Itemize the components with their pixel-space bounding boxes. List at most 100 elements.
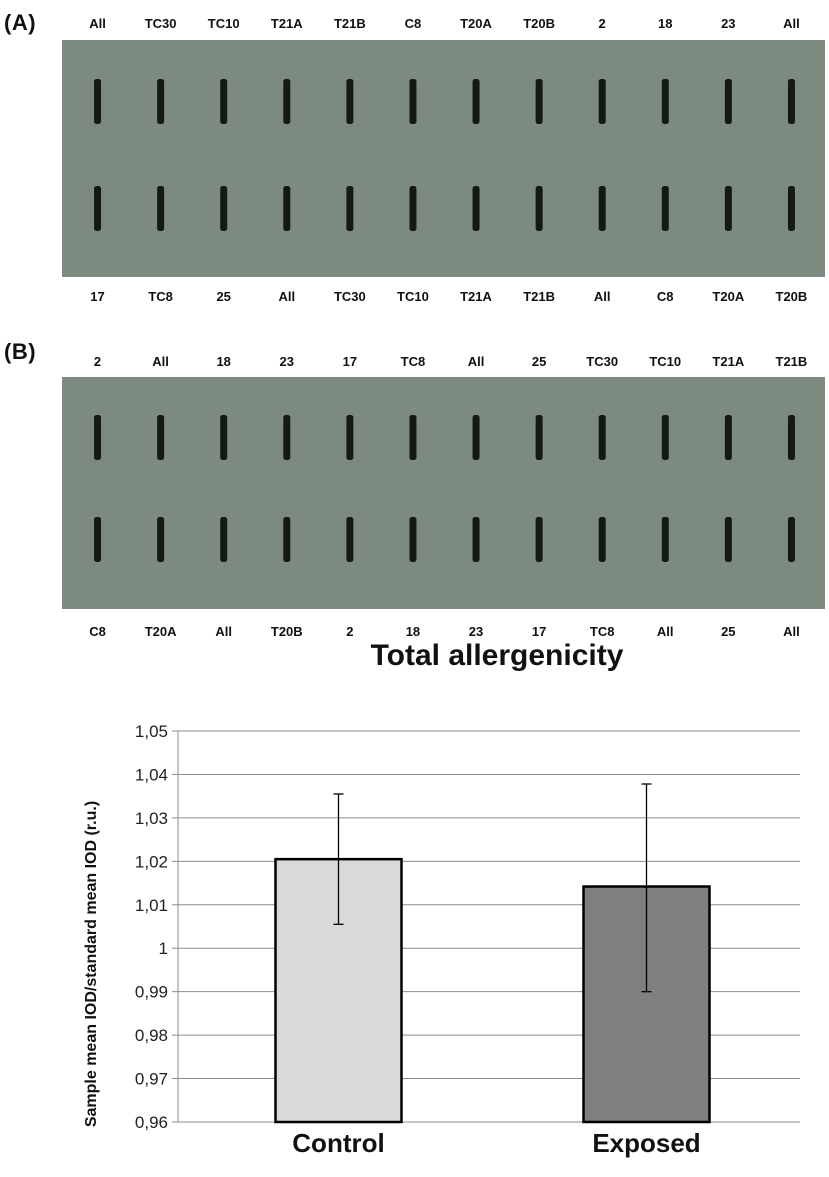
blot-band	[535, 415, 543, 460]
y-tick-label: 0,96	[135, 1113, 168, 1132]
panel-b-tag: (B)	[4, 339, 37, 364]
blot-band	[409, 79, 417, 124]
blot-band	[346, 186, 354, 231]
blot-band	[472, 186, 480, 231]
blot-band	[283, 186, 291, 231]
lane-label: T21B	[523, 289, 555, 304]
category-label: Exposed	[592, 1128, 700, 1158]
lane-label: 25	[721, 624, 736, 639]
blot-band	[472, 79, 480, 124]
blot-band	[409, 186, 417, 231]
lane-label: 25	[216, 289, 231, 304]
blot-band	[409, 415, 417, 460]
lane-label: T20B	[523, 16, 555, 31]
lane-label: T21B	[775, 354, 808, 369]
blot-band	[787, 186, 795, 231]
blot-band	[94, 79, 102, 124]
lane-label: TC30	[144, 16, 177, 31]
lane-label: TC30	[586, 354, 619, 369]
lane-label: All	[215, 624, 232, 639]
blot-band	[598, 415, 606, 460]
lane-label: TC10	[397, 289, 429, 304]
blot-band	[346, 415, 354, 460]
y-tick-label: 1	[159, 939, 168, 958]
blot-band	[535, 517, 543, 562]
blot-band	[157, 517, 165, 562]
lane-label: 2	[346, 624, 354, 639]
blot-band	[598, 79, 606, 124]
lane-label: All	[783, 16, 800, 31]
lane-label: TC10	[207, 16, 240, 31]
lane-label: 17	[342, 354, 358, 369]
blot-band	[661, 415, 669, 460]
blot-band	[724, 517, 732, 562]
blot-band	[724, 415, 732, 460]
blot-band	[283, 415, 291, 460]
lane-label: C8	[89, 624, 106, 639]
blot-band	[787, 79, 795, 124]
y-tick-label: 1,04	[135, 765, 168, 784]
lane-label: 2	[598, 16, 606, 31]
lane-label: T20A	[144, 624, 177, 639]
blot-band	[94, 186, 102, 231]
panel-b-top-labels: 2 All 18 23 17 TC8 All 25 TC30 TC10 T21A T21B	[66, 354, 823, 369]
blot-band	[472, 415, 480, 460]
lane-label: 18	[405, 624, 421, 639]
lane-label: TC10	[649, 354, 682, 369]
blot-band	[661, 517, 669, 562]
lane-label: 17	[90, 289, 105, 304]
lane-label: 25	[531, 354, 547, 369]
blot-band	[94, 517, 102, 562]
lane-label: T21B	[333, 16, 366, 31]
y-tick-label: 1,03	[135, 809, 168, 828]
blot-band	[157, 79, 165, 124]
blot-band	[787, 517, 795, 562]
lane-label: 17	[531, 624, 547, 639]
blot-band	[598, 517, 606, 562]
lane-label: 23	[721, 16, 736, 31]
lane-label: TC8	[400, 354, 426, 369]
lane-label: TC8	[589, 624, 615, 639]
lane-label: T21A	[270, 16, 303, 31]
blot-band	[409, 517, 417, 562]
lane-label: 18	[658, 16, 673, 31]
y-tick-label: 1,05	[135, 722, 168, 741]
lane-label: All	[152, 354, 169, 369]
total-allergenicity-chart: Total allergenicity Sample mean IOD/stan…	[83, 639, 800, 1158]
blot-band	[661, 186, 669, 231]
blot-band	[220, 517, 228, 562]
lane-label: C8	[656, 289, 674, 304]
lane-label: T20A	[712, 289, 745, 304]
panel-b-bottom-labels: C8 T20A All T20B 2 18 23 17 TC8 All 25 All	[66, 624, 823, 639]
y-tick-label: 0,97	[135, 1070, 168, 1089]
blot-band	[787, 415, 795, 460]
lane-label: TC8	[148, 289, 173, 304]
lane-label: 2	[93, 354, 102, 369]
panel-a-tag: (A)	[4, 10, 37, 35]
blot-band	[346, 79, 354, 124]
lane-label: T20B	[270, 624, 303, 639]
lane-label: TC30	[333, 289, 366, 304]
blot-band	[157, 186, 165, 231]
y-axis-label: Sample mean IOD/standard mean IOD (r.u.)	[83, 801, 100, 1127]
category-label: Control	[292, 1128, 384, 1158]
lane-label: 23	[468, 624, 484, 639]
lane-label: All	[467, 354, 485, 369]
blot-band	[283, 517, 291, 562]
lane-label: T21A	[712, 354, 745, 369]
blot-band	[535, 186, 543, 231]
blot-band	[661, 79, 669, 124]
lane-label: 23	[279, 354, 294, 369]
lane-label: 18	[216, 354, 231, 369]
blot-band	[283, 79, 291, 124]
y-tick-label: 0,98	[135, 1026, 168, 1045]
panel-a-top-labels: All TC30 TC10 T21A T21B C8 T20A T20B 2 18 23 All	[66, 16, 823, 31]
blot-band	[598, 186, 606, 231]
lane-label: T21A	[460, 289, 492, 304]
panel-a-bottom-labels: 17 TC8 25 All TC30 TC10 T21A T21B All C8 T20A T20B	[66, 289, 823, 304]
blot-band	[346, 517, 354, 562]
blot-band	[724, 186, 732, 231]
y-tick-label: 1,01	[135, 896, 168, 915]
blot-band	[220, 415, 228, 460]
blot-band	[472, 517, 480, 562]
